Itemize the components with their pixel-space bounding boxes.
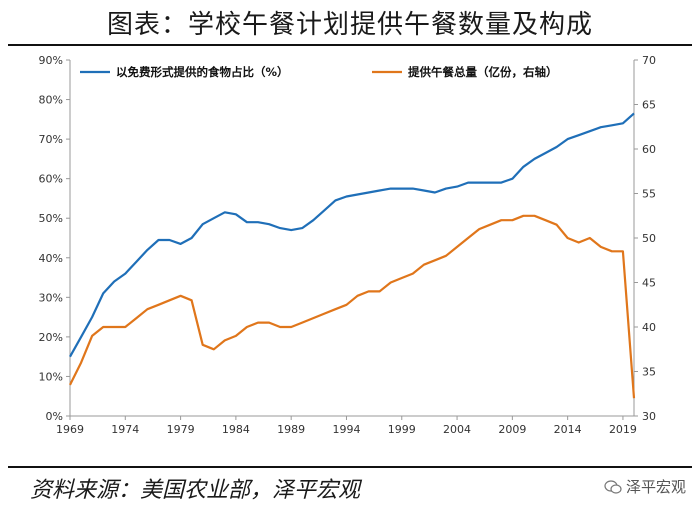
x-tick-label: 2019 (609, 423, 637, 436)
x-axis-ticks: 1969 1974 1979 1984 1989 1994 1999 2004 2009 2014… (56, 416, 637, 436)
legend-label-2: 提供午餐总量（亿份，右轴） (408, 65, 558, 79)
bottom-divider (8, 466, 692, 468)
x-tick-label: 1974 (111, 423, 139, 436)
right-tick-label: 45 (642, 277, 656, 290)
left-axis-ticks: 0% 10% 20% 30% 40% 50% 60% 70% 80% 90% (39, 54, 70, 423)
left-tick-label: 60% (39, 173, 63, 186)
legend: 以免费形式提供的食物占比（%） 提供午餐总量（亿份，右轴） (80, 65, 558, 79)
left-tick-label: 20% (39, 331, 63, 344)
series-line-2 (69, 214, 636, 399)
right-tick-label: 35 (642, 366, 656, 379)
top-divider (8, 44, 692, 46)
x-tick-label: 2009 (498, 423, 526, 436)
right-tick-label: 55 (642, 188, 656, 201)
x-tick-label: 1979 (167, 423, 195, 436)
left-tick-label: 30% (39, 291, 63, 304)
right-tick-label: 65 (642, 99, 656, 112)
right-tick-label: 60 (642, 143, 656, 156)
series-lines (69, 112, 636, 399)
left-tick-label: 90% (39, 54, 63, 67)
x-tick-label: 1984 (222, 423, 250, 436)
left-tick-label: 70% (39, 133, 63, 146)
source-note: 资料来源：美国农业部，泽平宏观 (30, 478, 361, 503)
left-tick-label: 80% (39, 94, 63, 107)
right-tick-label: 40 (642, 321, 656, 334)
watermark-text: 泽平宏观 (625, 478, 686, 496)
right-axis-ticks: 30 35 40 45 50 55 60 65 70 (634, 54, 656, 423)
right-tick-label: 70 (642, 54, 656, 67)
x-tick-label: 1989 (277, 423, 305, 436)
axes (69, 60, 635, 417)
legend-label-1: 以免费形式提供的食物占比（%） (116, 65, 289, 79)
x-tick-label: 2014 (554, 423, 582, 436)
x-tick-label: 1994 (332, 423, 360, 436)
wechat-icon (604, 479, 622, 494)
x-tick-label: 1999 (388, 423, 416, 436)
left-tick-label: 50% (39, 212, 63, 225)
left-tick-label: 10% (39, 370, 63, 383)
chart-title: 图表：学校午餐计划提供午餐数量及构成 (106, 10, 593, 40)
x-tick-label: 2004 (443, 423, 471, 436)
line-chart: 0% 10% 20% 30% 40% 50% 60% 70% 80% 90% 30 35 40 45 50… (39, 54, 656, 436)
watermark: 泽平宏观 (604, 476, 686, 497)
right-tick-label: 50 (642, 232, 656, 245)
x-tick-label: 1969 (56, 423, 84, 436)
series-line-1 (69, 112, 635, 358)
left-tick-label: 0% (46, 410, 63, 423)
left-tick-label: 40% (39, 252, 63, 265)
right-tick-label: 30 (642, 410, 656, 423)
